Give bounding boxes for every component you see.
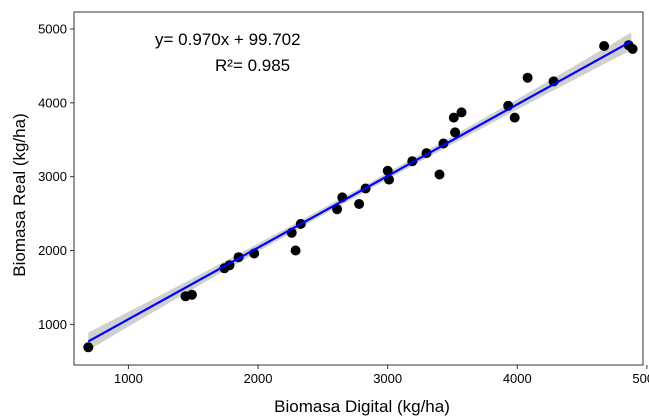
y-tick-label: 2000 [38, 243, 67, 258]
data-point [354, 199, 365, 209]
data-point [434, 169, 445, 180]
r-squared-annotation: R²= 0.985 [215, 56, 290, 75]
data-point [290, 245, 301, 256]
data-point [448, 112, 459, 123]
x-tick-label: 2000 [244, 371, 273, 386]
data-point [456, 107, 467, 118]
y-tick-label: 4000 [38, 95, 67, 110]
x-tick-label: 5000 [632, 371, 649, 386]
y-tick-label: 3000 [38, 169, 67, 184]
x-tick-label: 3000 [373, 371, 402, 386]
x-tick-label: 1000 [114, 371, 143, 386]
data-point [332, 204, 343, 215]
equation-annotation: y= 0.970x + 99.702 [155, 30, 301, 49]
y-axis-title: Biomasa Real (kg/ha) [10, 113, 29, 276]
data-point [627, 43, 638, 54]
x-tick-label: 4000 [503, 371, 532, 386]
x-axis-title: Biomasa Digital (kg/ha) [274, 397, 450, 416]
data-point [83, 342, 94, 353]
data-point [382, 165, 393, 176]
data-point [522, 72, 533, 83]
data-point [509, 112, 520, 123]
regression-line [87, 40, 632, 343]
plot-frame [73, 11, 644, 366]
data-point [450, 127, 461, 138]
data-point [186, 289, 197, 300]
data-point [599, 41, 610, 51]
y-tick-label: 5000 [38, 21, 67, 36]
y-tick-label: 1000 [38, 317, 67, 332]
